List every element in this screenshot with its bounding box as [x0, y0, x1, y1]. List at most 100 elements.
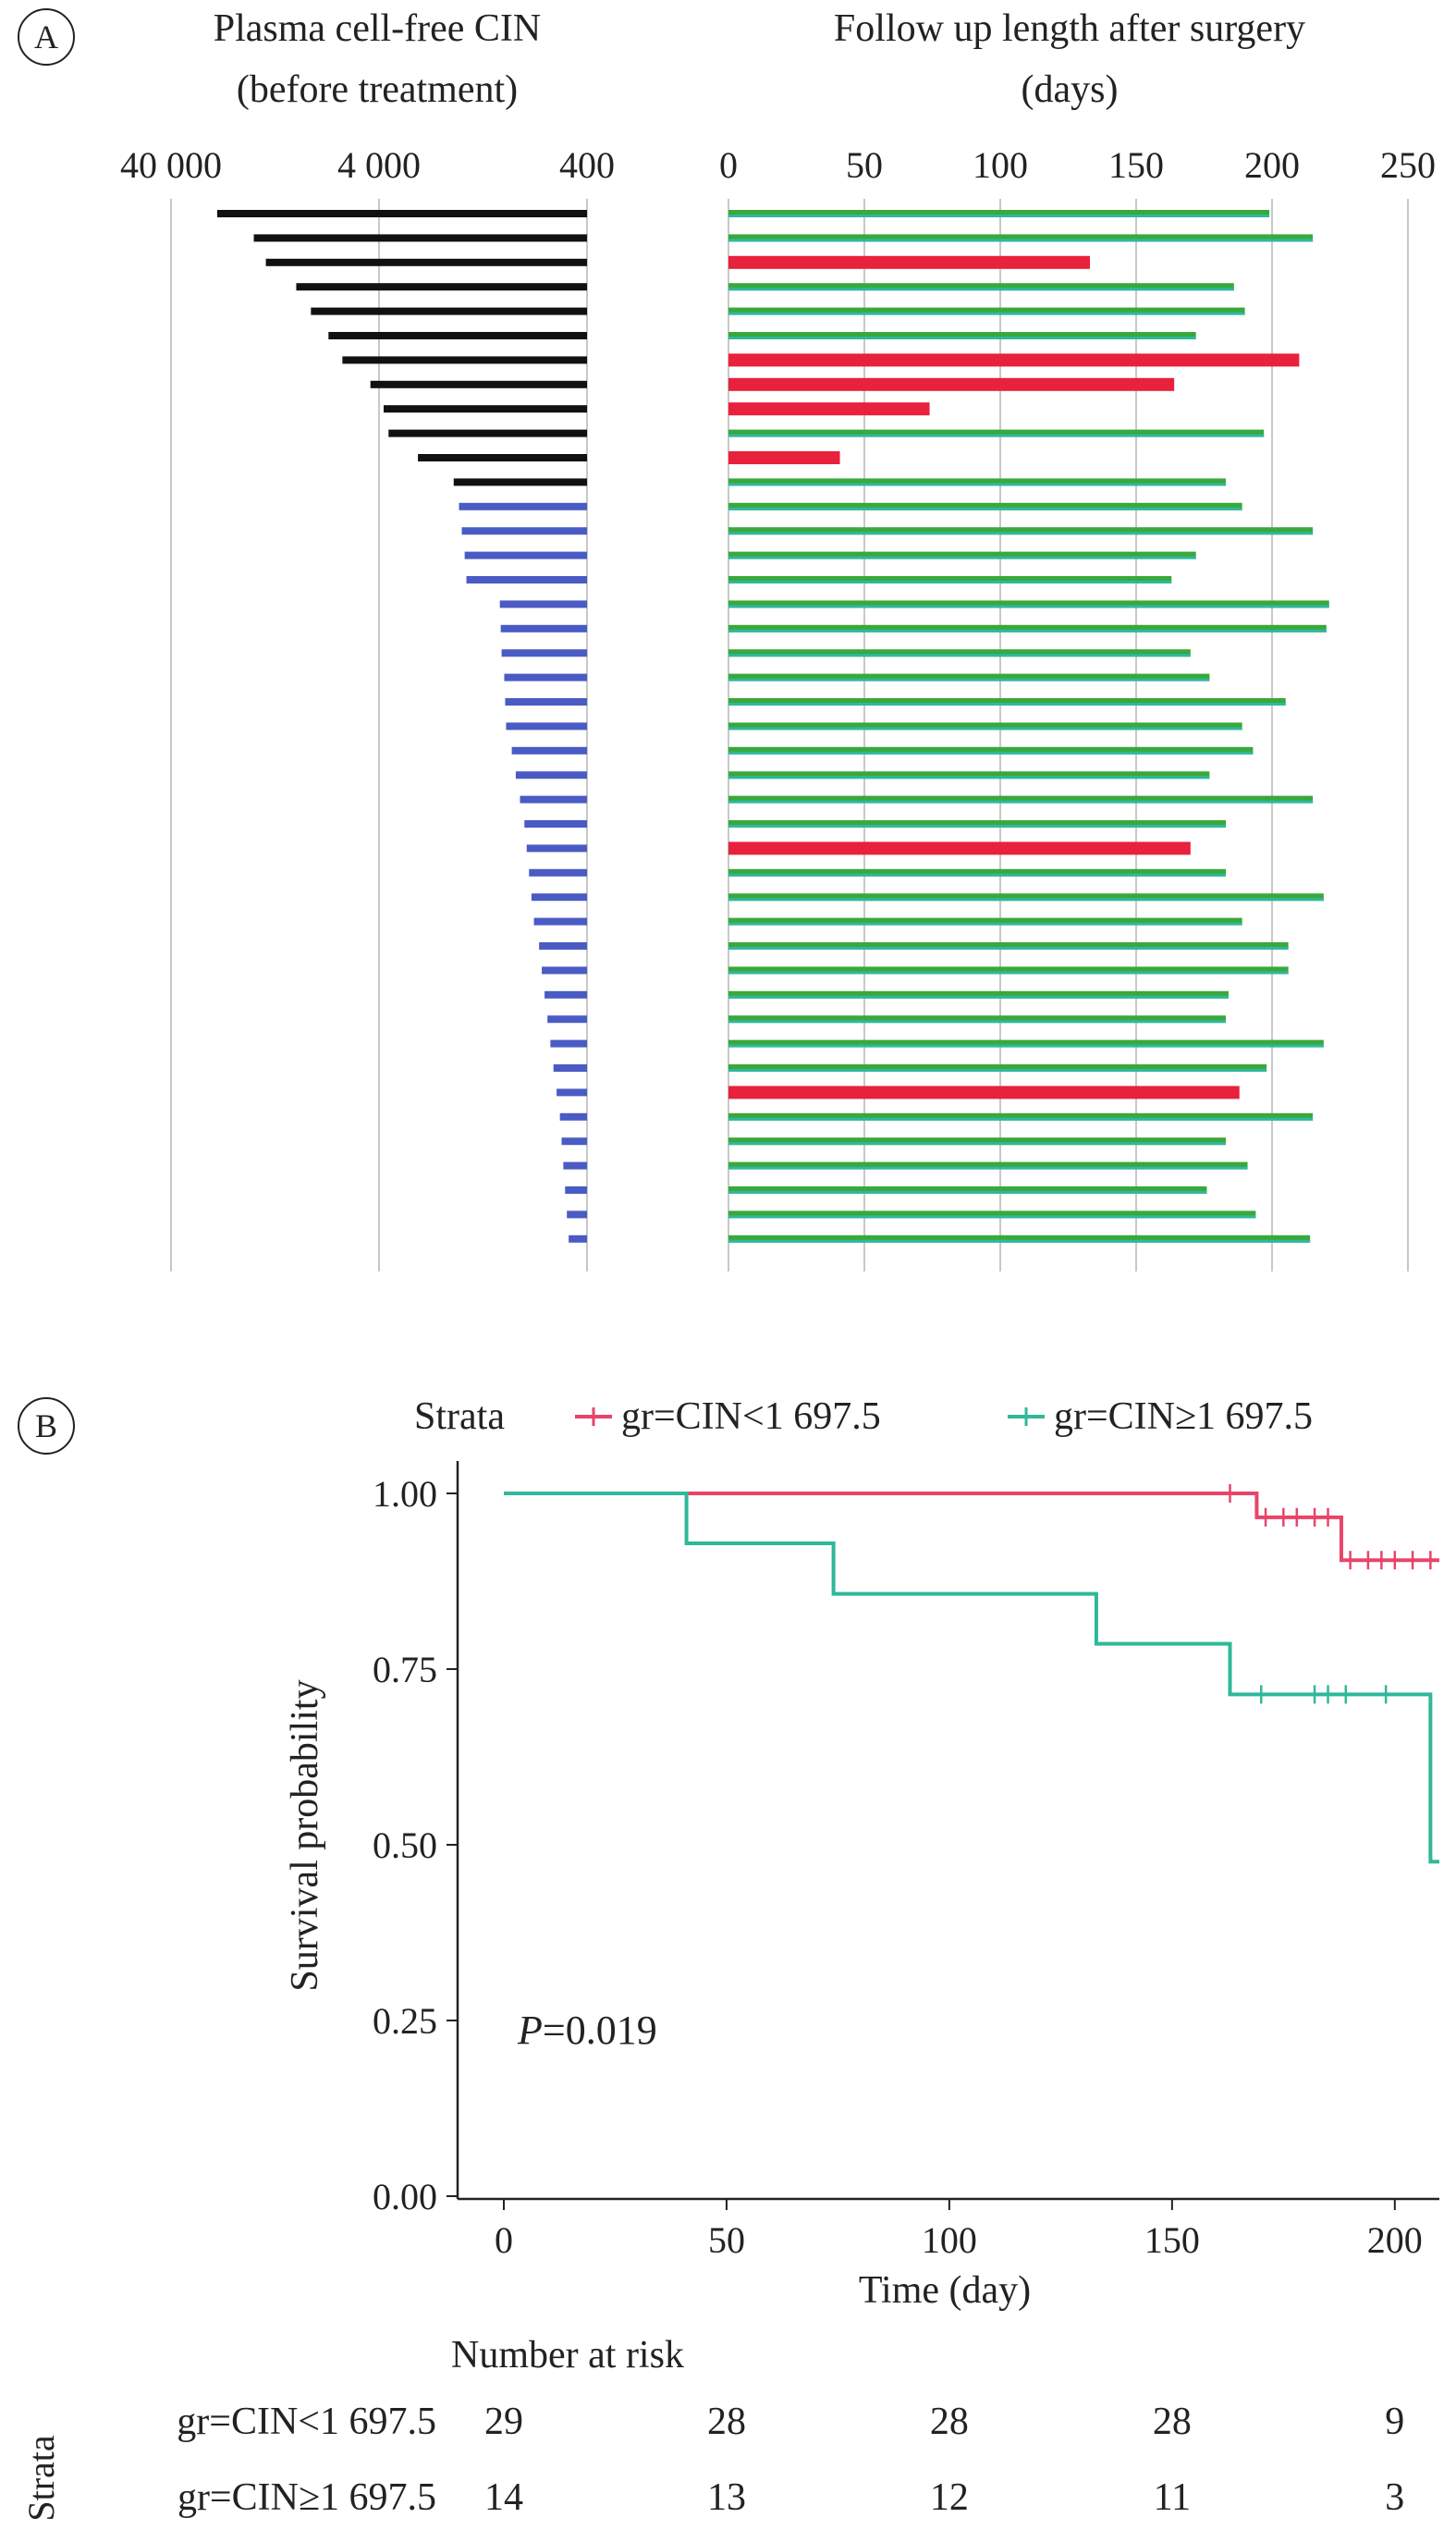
cin-bar: [553, 1064, 587, 1072]
follow-bar: [728, 527, 1314, 535]
cin-bar: [504, 673, 587, 682]
km-x-tick-label: 0: [495, 2219, 513, 2261]
km-x-tick-label: 100: [922, 2219, 977, 2261]
risk-count: 12: [930, 2476, 969, 2519]
follow-tick-label: 150: [1108, 144, 1164, 186]
cin-bar: [542, 966, 587, 975]
follow-bar: [728, 1015, 1227, 1024]
cin-bar: [384, 405, 587, 413]
km-y-tick-label: 0.00: [373, 2176, 437, 2217]
km-y-tick-label: 0.50: [373, 1824, 437, 1866]
risk-table-title: Number at risk: [451, 2334, 684, 2376]
cin-bar: [520, 795, 587, 804]
cin-bar: [506, 722, 587, 731]
panel-a-label: A: [18, 8, 75, 66]
follow-bar-accent: [728, 239, 1314, 242]
follow-bar: [728, 624, 1327, 632]
follow-bar: [728, 649, 1191, 657]
cin-bar: [557, 1088, 587, 1097]
cin-bar: [505, 698, 587, 706]
follow-bar-accent: [728, 873, 1227, 877]
km-survival-chart: 0.00 0.25 0.50 0.75 1.00 0 50 100 150 200 Time (da…: [284, 1461, 1439, 2312]
follow-tick-label: 200: [1244, 144, 1300, 186]
follow-bar: [728, 502, 1242, 510]
cin-bar: [550, 1039, 587, 1048]
cin-bar: [539, 942, 587, 950]
follow-bar-accent: [728, 215, 1270, 217]
follow-bar: [728, 771, 1210, 780]
km-legend: Strata gr=CIN<1 697.5 gr=CIN≥1 697.5: [414, 1395, 1313, 1438]
follow-up-bar-chart: 0 50 100 150 200 250: [719, 144, 1436, 1271]
follow-bar: [728, 551, 1196, 559]
cin-bar: [370, 380, 587, 388]
risk-count: 11: [1154, 2476, 1191, 2519]
follow-bar-accent: [728, 654, 1191, 657]
legend-high-label: gr=CIN≥1 697.5: [1054, 1395, 1313, 1438]
left-chart-title-line2: (before treatment): [237, 68, 518, 111]
follow-bar: [728, 966, 1289, 975]
follow-bar: [728, 478, 1227, 486]
follow-bar: [728, 1234, 1311, 1243]
follow-bar: [728, 1161, 1248, 1170]
cin-bar: [547, 1015, 587, 1024]
follow-bar-accent: [728, 995, 1229, 999]
p-value-symbol: P: [517, 2008, 543, 2053]
follow-tick-label: 0: [719, 144, 738, 186]
follow-tick-label: 100: [973, 144, 1028, 186]
follow-bar-accent: [728, 922, 1242, 926]
follow-bar: [728, 283, 1234, 291]
cin-bar: [501, 649, 587, 657]
follow-bar-accent: [728, 751, 1254, 755]
legend-low-label: gr=CIN<1 697.5: [621, 1395, 881, 1438]
cin-bar: [559, 1112, 587, 1121]
follow-bar: [728, 451, 840, 464]
risk-count: 9: [1385, 2401, 1404, 2443]
panel-a-letter: A: [34, 18, 58, 55]
follow-bar: [728, 722, 1242, 731]
follow-bar-accent: [728, 678, 1210, 682]
follow-bar: [728, 942, 1289, 950]
risk-row-label: gr=CIN<1 697.5: [177, 2401, 436, 2443]
risk-count: 29: [484, 2401, 523, 2443]
cin-bar: [418, 454, 587, 461]
follow-bar: [728, 234, 1314, 242]
follow-bar-accent: [728, 1239, 1311, 1243]
follow-bar-accent: [728, 947, 1289, 950]
follow-bar-accent: [728, 337, 1196, 339]
cin-bar: [461, 527, 587, 535]
follow-bar: [728, 576, 1172, 583]
follow-bar: [728, 402, 930, 416]
panel-b-letter: B: [35, 1407, 57, 1444]
km-y-axis-title: Survival probability: [284, 1679, 326, 1991]
legend-strata-title: Strata: [414, 1395, 505, 1438]
cin-bar: [524, 820, 587, 828]
follow-bar-accent: [728, 800, 1314, 804]
risk-count: 28: [930, 2401, 969, 2443]
risk-count: 14: [484, 2476, 523, 2519]
follow-bar-accent: [728, 727, 1242, 731]
cin-tick-label: 400: [559, 144, 615, 186]
cin-bar: [459, 502, 587, 510]
cin-bar: [515, 771, 587, 780]
km-y-tick-label: 0.25: [373, 2000, 437, 2042]
right-chart-title-line2: (days): [1022, 68, 1119, 111]
cin-bar: [565, 1186, 587, 1194]
follow-bar-accent: [728, 581, 1172, 583]
cin-bar: [511, 746, 587, 755]
follow-bar: [728, 868, 1227, 877]
follow-tick-label: 250: [1380, 144, 1436, 186]
cin-bar: [533, 917, 587, 926]
follow-bar-accent: [728, 1020, 1227, 1024]
cin-bar: [569, 1234, 587, 1243]
follow-bar-accent: [728, 312, 1245, 315]
km-curve-low: [504, 1492, 1439, 1563]
cin-bar: [466, 576, 587, 583]
cin-bar: [526, 844, 587, 853]
risk-row-label: gr=CIN≥1 697.5: [177, 2476, 436, 2519]
follow-bar: [728, 1137, 1227, 1146]
follow-bar-accent: [728, 1069, 1267, 1072]
follow-bar: [728, 917, 1242, 926]
follow-bar: [728, 673, 1210, 682]
risk-table: gr=CIN<1 697.5 29 28 28 28 9 gr=CIN≥1 697.5 14 1…: [177, 2401, 1404, 2519]
p-value-number: =0.019: [543, 2008, 657, 2053]
